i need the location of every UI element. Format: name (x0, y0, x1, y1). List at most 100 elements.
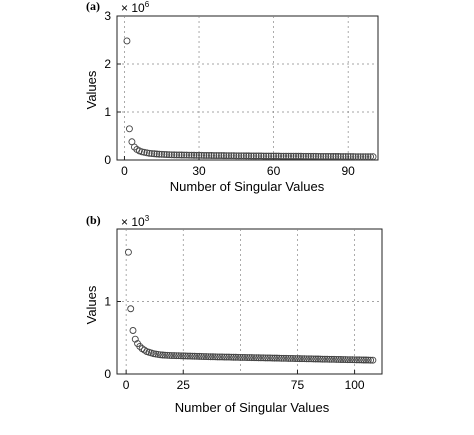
panel-b-data-point (275, 354, 283, 362)
panel-a-data-point (347, 153, 355, 161)
panel-b-data-point (323, 355, 331, 363)
panel-a-grid (117, 16, 378, 160)
panel-a-data-point (140, 148, 148, 156)
panel-b-data-point (252, 354, 260, 362)
panel-b-data-point (188, 352, 196, 360)
panel-b-data-point (259, 354, 267, 362)
panel-a-points (123, 37, 377, 161)
panel-b-data-point (223, 353, 231, 361)
panel-a-data-point (153, 150, 161, 158)
panel-a-data-point (150, 150, 158, 158)
panel-b-data-point (353, 356, 361, 364)
panel-b-data-point (152, 350, 160, 358)
panel-a-data-point (285, 152, 292, 160)
panel-a-y-tick-label: 0 (104, 153, 111, 167)
panel-b-data-point (326, 355, 333, 363)
panel-b-data-point (289, 355, 297, 362)
panel-b-data-point (294, 355, 301, 363)
panel-b-data-point (330, 355, 338, 363)
panel-a-data-point (260, 152, 268, 160)
panel-b-data-point (314, 355, 322, 363)
panel-a-data-point (240, 152, 248, 160)
panel-b-data-point (357, 356, 365, 364)
panel-a-data-point (359, 153, 367, 161)
panel-b-data-point (319, 355, 327, 363)
panel-b-data-point (312, 355, 320, 363)
panel-a-data-point (255, 152, 263, 160)
panel-a-data-point (332, 153, 340, 160)
panel-a-data-point (292, 152, 300, 160)
panel-b-data-point (161, 351, 169, 359)
panel-a-data-point (265, 152, 273, 160)
panel-a-data-point (304, 152, 312, 160)
panel-b-data-point (246, 354, 253, 361)
panel-b-data-point (214, 353, 221, 361)
panel-b-data-point (255, 354, 263, 362)
panel-b-data-point (346, 356, 354, 364)
panel-a-data-point (307, 152, 315, 160)
panel-a-data-point (277, 152, 285, 160)
panel-a-data-point (317, 152, 325, 160)
panel-b-multiplier-exp: 3 (145, 214, 150, 223)
panel-a-data-point (190, 151, 198, 159)
panel-b-data-point (198, 353, 205, 360)
panel-b-x-tick-label: 0 (123, 378, 130, 392)
panel-a-ylabel: Values (84, 70, 99, 109)
panel-b-data-point (316, 355, 324, 363)
panel-a-data-point (369, 153, 377, 161)
panel-b-data-point (303, 355, 311, 363)
panel-a-y-ticks: 0 1 2 3 (104, 9, 121, 167)
panel-b-y-tick-label: 0 (104, 367, 111, 381)
panel-a-data-point (334, 153, 342, 160)
panel-a-data-point (212, 152, 220, 159)
panel-a-data-point (344, 153, 352, 161)
panel-b-data-point (175, 352, 183, 360)
panel-b-data-point (195, 352, 203, 360)
panel-a-label: (a) (86, 0, 100, 13)
panel-b-data-point (225, 353, 233, 361)
panel-a-data-point (364, 153, 372, 161)
panel-b-data-point (250, 354, 258, 362)
panel-b-data-point (186, 352, 194, 360)
panel-a-data-point (183, 151, 191, 159)
panel-a-data-point (362, 153, 370, 161)
panel-a-data-point (143, 149, 151, 157)
panel-a-data-point (252, 152, 260, 160)
panel-a-data-point (220, 152, 228, 160)
panel-a-data-point (295, 152, 302, 160)
panel-a-data-point (125, 125, 133, 133)
panel-b-data-point (236, 353, 244, 361)
panel-a-data-point (178, 151, 186, 159)
panel-a-multiplier-exp: 6 (145, 0, 150, 9)
panel-b-data-point (278, 354, 285, 362)
panel-a-data-point (200, 151, 208, 159)
panel-b-data-point (369, 356, 377, 364)
panel-b-data-point (291, 355, 299, 363)
panel-b-data-point (163, 351, 171, 359)
panel-b-data-point (207, 353, 215, 361)
panel-b-data-point (321, 355, 329, 363)
panel-b-data-point (266, 354, 274, 362)
panel-a-data-point (354, 153, 362, 161)
panel-a-data-point (175, 151, 183, 159)
panel-a-data-point (145, 149, 153, 157)
panel-a-data-point (342, 153, 350, 160)
panel-a-data-point (180, 151, 188, 159)
panel-b-data-point (268, 354, 276, 362)
panel-b-data-point (341, 356, 349, 364)
panel-a-data-point (290, 152, 297, 160)
panel-b-data-point (218, 353, 226, 361)
panel-b-y-tick-label: 1 (104, 295, 111, 309)
panel-a-data-point (165, 151, 173, 159)
panel-a-data-point (237, 152, 245, 160)
panel-a-data-point (297, 152, 305, 160)
panel-b-data-point (310, 355, 317, 363)
panel-b-data-point (257, 354, 265, 362)
panel-b-data-point (211, 353, 219, 361)
panel-b-data-point (248, 354, 256, 362)
panel-b-data-point (216, 353, 224, 361)
panel-a-y-tick-label: 1 (104, 105, 111, 119)
panel-a-data-point (262, 152, 270, 160)
panel-b-data-point (351, 356, 359, 364)
